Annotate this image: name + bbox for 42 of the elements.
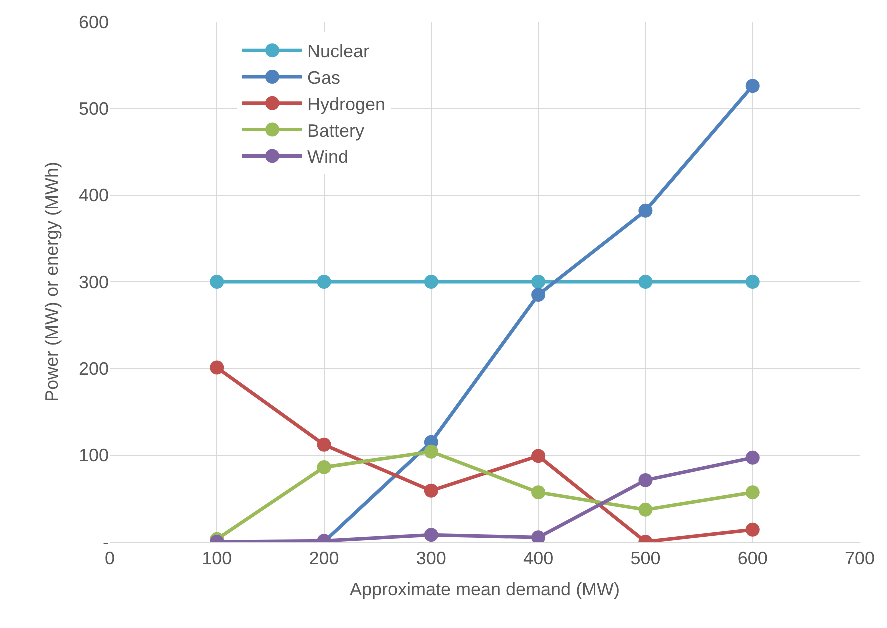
y-tick-label: 400: [78, 186, 109, 206]
point: [638, 204, 653, 218]
point: [210, 360, 224, 375]
point: [317, 275, 332, 289]
point: [532, 288, 546, 302]
x-tick-label: 700: [844, 548, 876, 569]
point: [532, 449, 546, 464]
point: [638, 502, 653, 517]
point: [638, 473, 653, 488]
x-tick-label: 500: [630, 548, 661, 569]
x-tick-label: 400: [524, 548, 554, 569]
x-tick-label: 300: [416, 548, 446, 569]
point: [317, 438, 332, 452]
point: [746, 79, 760, 94]
point: [746, 275, 760, 289]
point: [210, 275, 224, 289]
point: [746, 450, 760, 465]
point: [424, 484, 438, 498]
legend-label: Hydrogen: [308, 94, 386, 114]
x-tick-label: 100: [202, 548, 232, 569]
point: [746, 486, 760, 500]
point: [532, 275, 546, 289]
x-axis-title: Approximate mean demand (MW): [350, 580, 620, 600]
legend-label: Wind: [308, 147, 349, 168]
point: [638, 275, 653, 289]
y-tick-label: 600: [78, 12, 109, 32]
legend-label: Battery: [308, 120, 365, 141]
point: [424, 444, 438, 459]
y-tick-label: 500: [78, 98, 109, 119]
point: [317, 460, 332, 474]
x-tick-label: 600: [738, 548, 768, 569]
y-tick-label: 100: [78, 446, 109, 466]
point: [424, 528, 438, 542]
point: [532, 486, 546, 500]
point: [746, 522, 760, 537]
y-tick-label: 200: [78, 358, 109, 379]
legend-label: Gas: [308, 68, 341, 88]
y-tick-label: 300: [78, 272, 109, 292]
x-tick-label: 200: [309, 548, 340, 569]
point: [424, 275, 438, 289]
y-axis-title: Power (MW) or energy (MWh): [42, 162, 62, 402]
legend-label: Nuclear: [308, 42, 370, 62]
